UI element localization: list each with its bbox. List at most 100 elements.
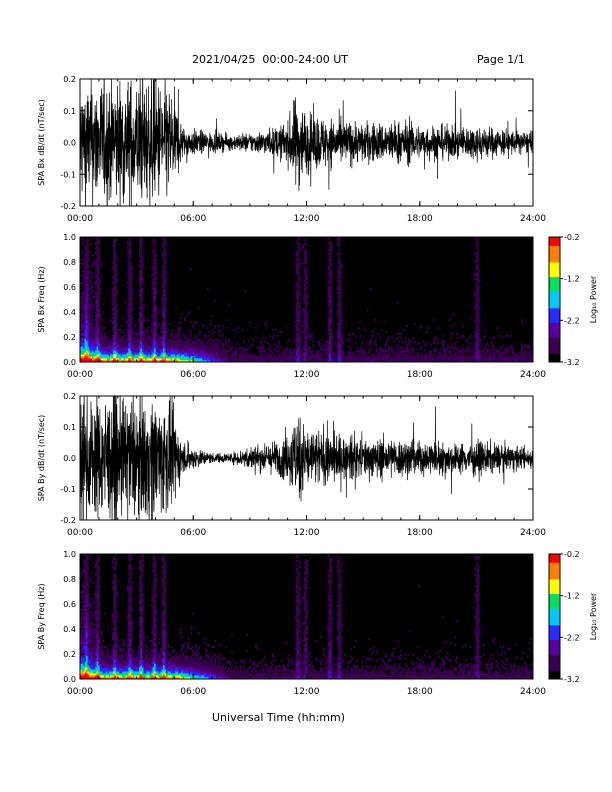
heatmap-cell [137,332,140,335]
heatmap-cell [126,344,129,347]
heatmap-cell [374,340,377,343]
heatmap-cell [163,258,165,261]
heatmap-cell [86,591,88,594]
heatmap-cell [95,356,97,359]
heatmap-cell [92,307,94,310]
heatmap-cell [446,344,449,347]
heatmap-cell [397,356,399,359]
heatmap-cell [129,303,132,306]
heatmap-cell [304,319,307,322]
heatmap-cell [146,340,149,343]
heatmap-cell [161,352,164,355]
heatmap-cell [193,358,196,361]
heatmap-cell [152,332,155,335]
heatmap-cell [442,344,445,347]
heatmap-cell [95,307,97,310]
heatmap-cell [143,344,146,347]
colorbar-swatch [549,316,560,319]
heatmap-cell [194,346,197,349]
heatmap-cell [114,315,117,318]
heatmap-cell [338,346,341,349]
heatmap-cell [519,354,522,357]
heatmap-cell [170,342,173,345]
heatmap-cell [126,317,129,320]
heatmap-cell [392,360,395,363]
heatmap-cell [329,307,331,310]
heatmap-cell [477,317,479,320]
heatmap-cell [114,332,117,335]
heatmap-cell [153,237,156,240]
heatmap-cell [372,360,375,363]
heatmap-cell [150,352,153,355]
heatmap-cell [80,307,82,310]
heatmap-cell [520,346,523,349]
heatmap-cell [176,338,179,341]
heatmap-cell [172,358,174,361]
heatmap-cell [295,311,298,314]
heatmap-cell [188,348,191,351]
heatmap-cell [474,237,476,240]
heatmap-cell [96,281,99,285]
heatmap-cell [490,348,493,351]
heatmap-cell [80,317,82,320]
heatmap-cell [87,614,90,617]
heatmap-cell [336,356,339,359]
heatmap-cell [111,291,114,294]
heatmap-cell [311,358,313,361]
heatmap-cell [223,344,226,347]
heatmap-cell [86,326,88,330]
heatmap-cell [264,340,267,343]
heatmap-cell [161,320,164,324]
heatmap-cell [153,281,156,285]
heatmap-cell [262,336,265,339]
heatmap-cell [223,350,226,353]
heatmap-cell [329,295,331,298]
heatmap-cell [341,270,344,273]
heatmap-cell [407,356,410,359]
heatmap-cell [318,344,321,347]
heatmap-cell [83,604,85,608]
heatmap-cell [442,356,445,359]
heatmap-cell [327,356,330,359]
heatmap-cell [184,348,186,351]
heatmap-cell [116,322,119,326]
heatmap-cell [157,354,159,357]
heatmap-cell [520,320,523,324]
heatmap-cell [140,262,143,265]
heatmap-cell [155,313,158,316]
heatmap-cell [288,352,291,355]
heatmap-cell [163,311,165,314]
heatmap-cell [147,338,150,341]
heatmap-cell [155,338,158,341]
heatmap-cell [87,270,90,273]
heatmap-cell [89,334,91,337]
heatmap-cell [247,360,250,363]
heatmap-cell [84,272,87,275]
heatmap-cell [477,332,479,335]
heatmap-cell [84,669,87,672]
heatmap-cell [385,344,387,347]
heatmap-cell [320,346,322,349]
heatmap-cell [468,350,470,353]
heatmap-cell [323,360,325,363]
heatmap-cell [80,596,82,600]
heatmap-cell [329,264,331,267]
heatmap-cell [490,360,493,363]
heatmap-cell [129,301,132,304]
heatmap-cell [138,281,141,285]
heatmap-cell [360,358,363,361]
heatmap-cell [99,324,102,328]
heatmap-cell [172,354,174,357]
heatmap-cell [184,356,186,359]
heatmap-cell [234,328,236,332]
heatmap-cell [141,326,144,330]
heatmap-cell [125,356,128,359]
heatmap-cell [176,334,179,337]
heatmap-cell [132,348,135,351]
heatmap-cell [324,358,327,361]
heatmap-cell [128,260,131,263]
heatmap-cell [288,356,291,359]
heatmap-cell [327,360,330,363]
heatmap-cell [158,360,161,363]
heatmap-cell [96,313,99,316]
